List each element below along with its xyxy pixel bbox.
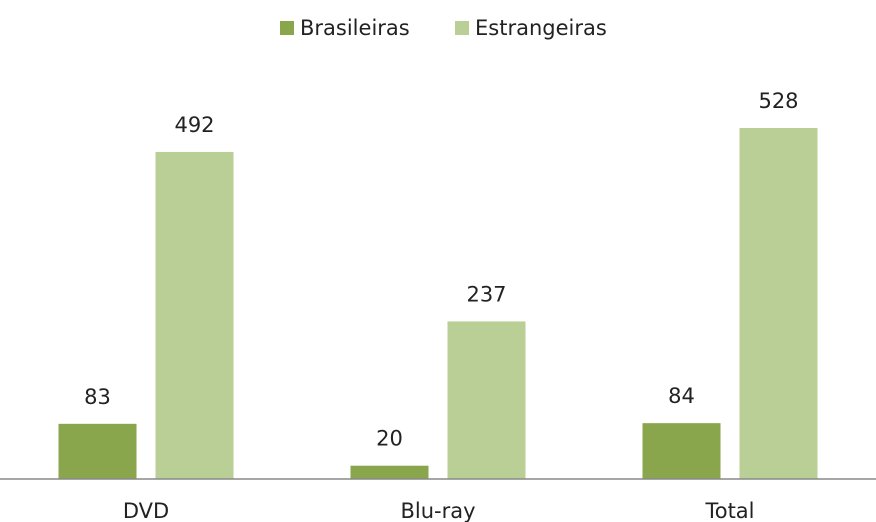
bar — [350, 465, 429, 479]
legend-swatch — [280, 21, 294, 35]
data-label: 528 — [758, 89, 798, 113]
bar — [155, 151, 234, 479]
bar — [58, 423, 137, 479]
legend-label: Brasileiras — [300, 16, 410, 40]
legend-label: Estrangeiras — [475, 16, 607, 40]
bar — [642, 423, 721, 479]
data-label: 83 — [84, 385, 111, 409]
x-tick-label: Blu-ray — [400, 499, 475, 522]
bar — [447, 321, 526, 479]
data-label: 84 — [668, 384, 695, 408]
x-tick-label: DVD — [123, 499, 169, 522]
data-label: 20 — [376, 427, 403, 451]
bar — [739, 128, 818, 479]
x-tick-label: Total — [704, 499, 754, 522]
legend-swatch — [455, 21, 469, 35]
data-label: 492 — [174, 113, 214, 137]
data-label: 237 — [466, 282, 506, 306]
